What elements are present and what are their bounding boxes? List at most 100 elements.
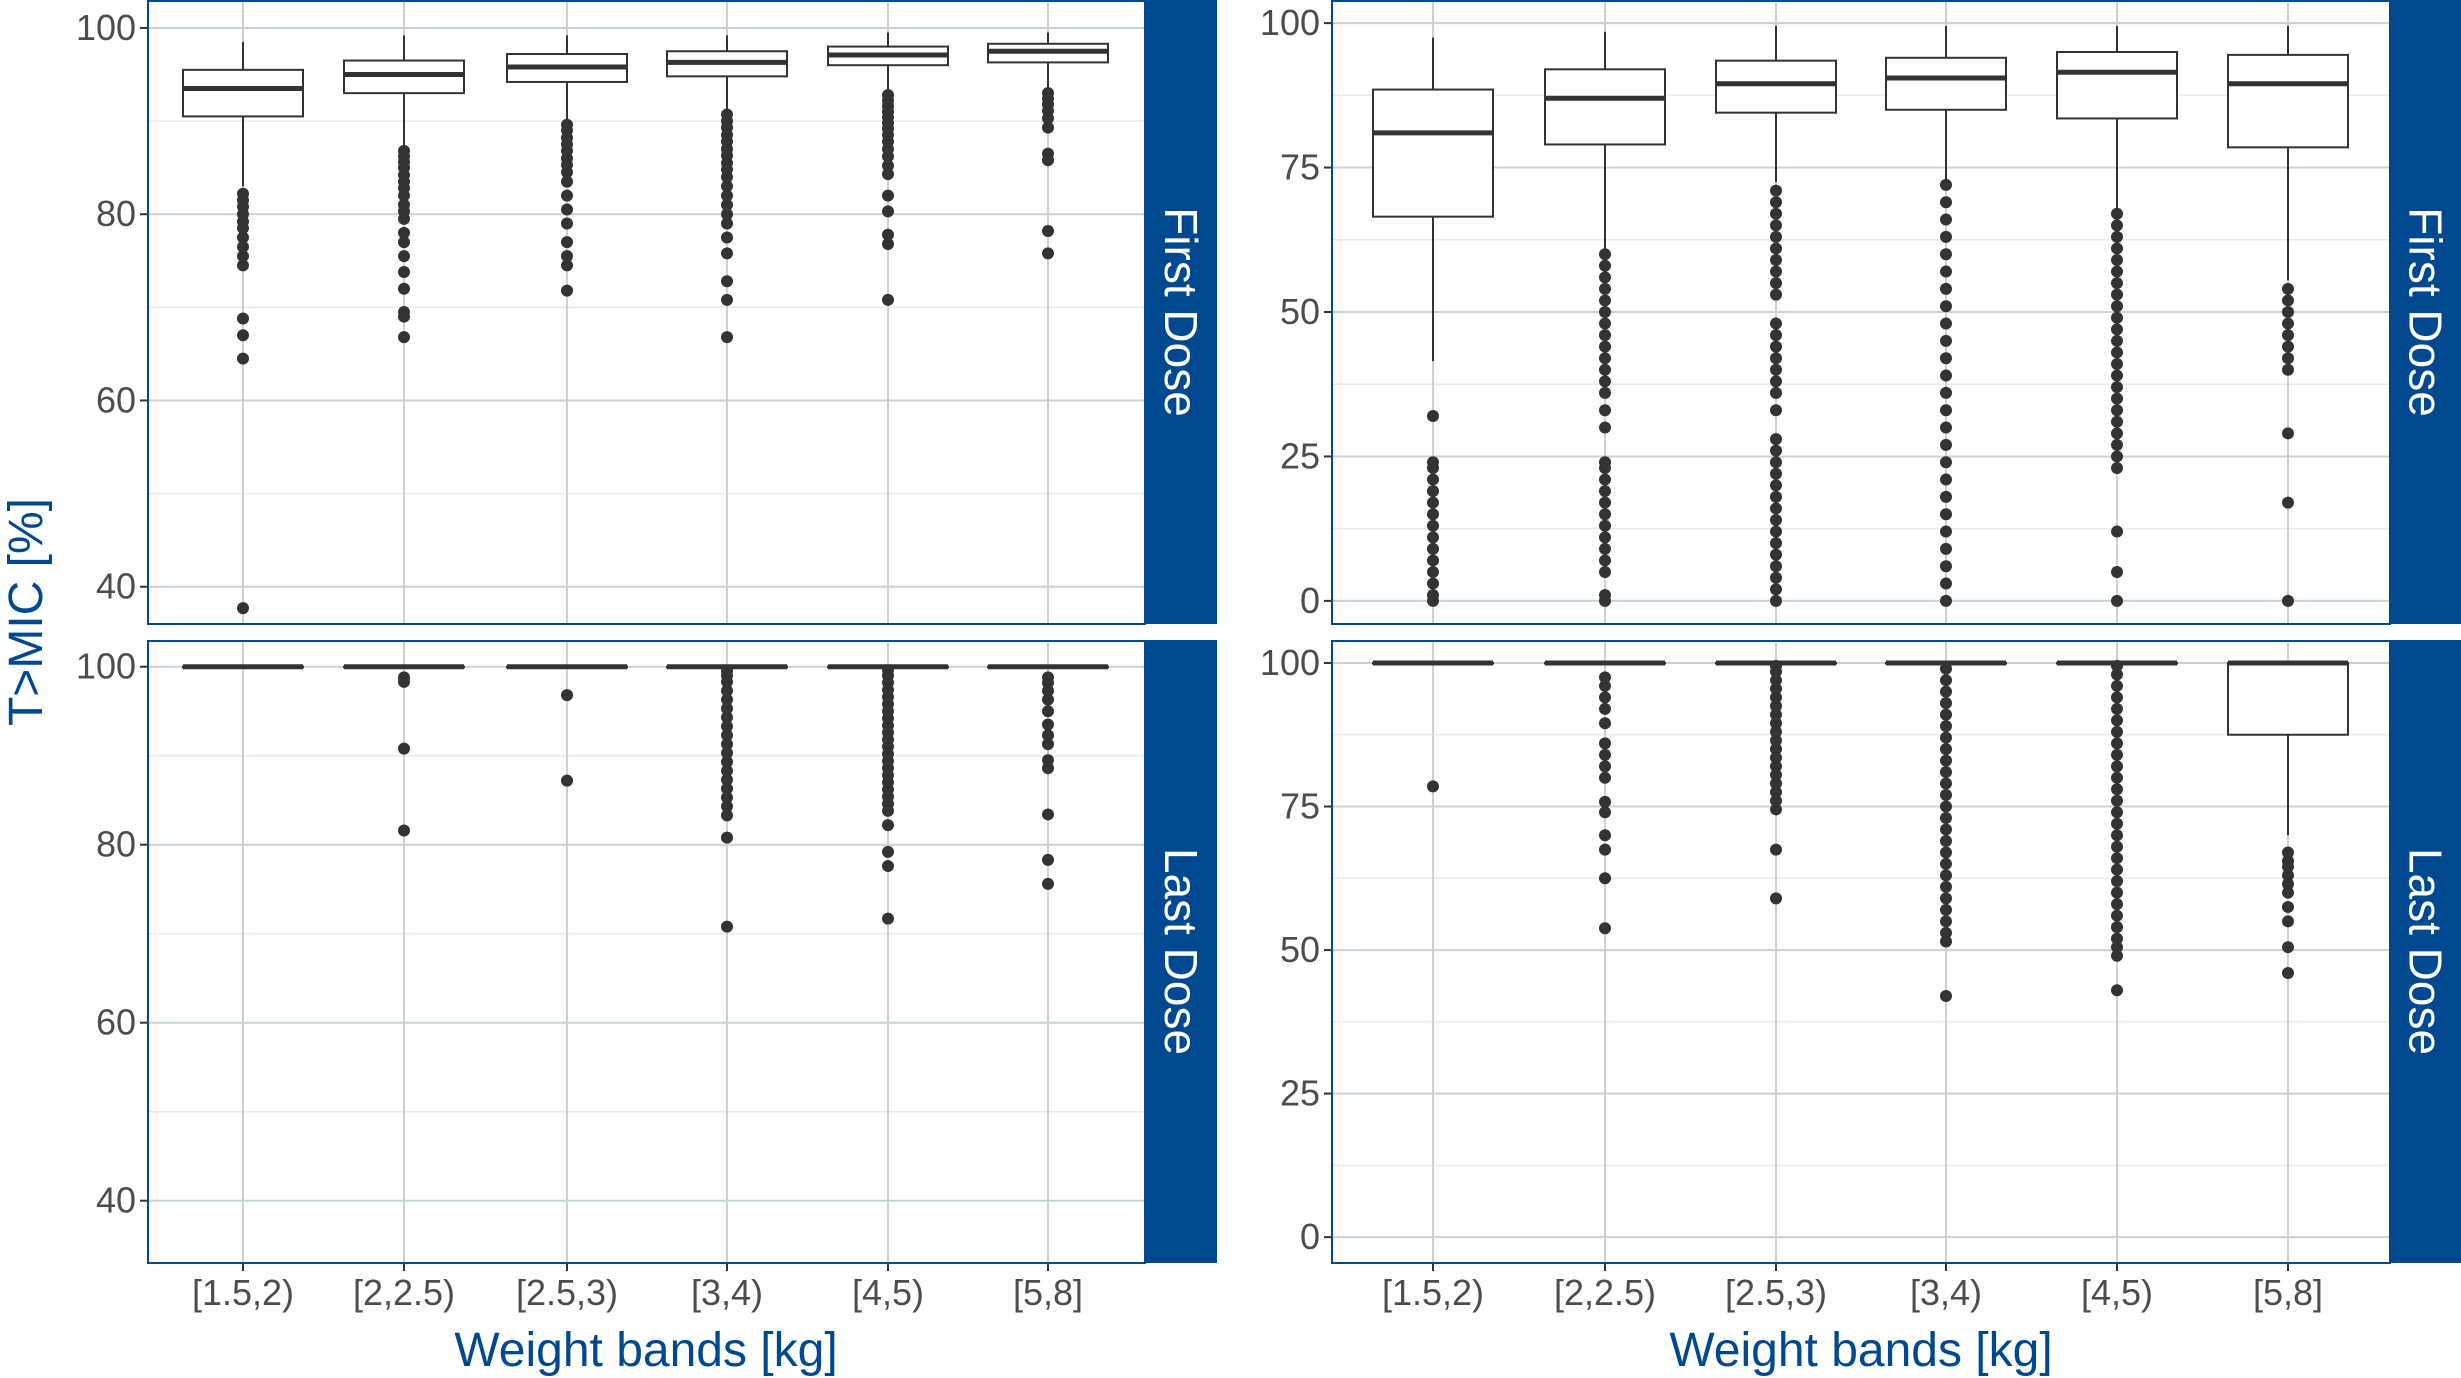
outlier-point	[1770, 700, 1782, 713]
outlier-point	[721, 665, 733, 678]
outlier-point	[1940, 857, 1952, 870]
outlier-point	[882, 159, 894, 172]
outlier-point	[2282, 329, 2294, 342]
outlier-point	[2111, 817, 2123, 830]
outlier-point	[1427, 508, 1439, 521]
outlier-point	[1940, 178, 1952, 191]
outlier-point	[882, 228, 894, 241]
facet-strip-label: Last Dose	[2400, 848, 2452, 1055]
y-tick-label: 100	[1260, 2, 1320, 43]
outlier-point	[2111, 898, 2123, 911]
x-axis-title: Weight bands [kg]	[454, 1324, 837, 1377]
box-[1.5,2)	[1372, 37, 1494, 607]
outlier-point	[1940, 834, 1952, 847]
outlier-point	[561, 189, 573, 202]
outlier-point	[1770, 777, 1782, 790]
outlier-point	[1940, 577, 1952, 590]
outlier-point	[1770, 196, 1782, 209]
facet-strip	[2390, 0, 2461, 624]
outlier-point	[1042, 729, 1054, 742]
outlier-point	[1599, 421, 1611, 434]
y-tick-label: 100	[76, 7, 136, 48]
outlier-point	[1427, 496, 1439, 509]
box-[4,5)	[2056, 26, 2178, 607]
outlier-point	[1599, 259, 1611, 272]
outlier-point	[1599, 340, 1611, 353]
iqr-box	[2227, 53, 2349, 149]
outlier-point	[2111, 207, 2123, 220]
iqr-box	[2056, 51, 2178, 120]
y-tick-label: 80	[96, 824, 136, 865]
outlier-point	[1042, 224, 1054, 237]
iqr-box	[1885, 56, 2007, 111]
outlier-point	[398, 226, 410, 239]
x-tick-label: [5,8]	[2253, 1272, 2323, 1313]
outlier-point	[1940, 525, 1952, 538]
outlier-point	[1042, 808, 1054, 821]
outlier-point	[1599, 352, 1611, 365]
box-[5,8]: [5,8]	[987, 664, 1109, 1313]
facet-panel-4: 0 25 50 75 100 [1.5,2) [2,2.5) [2.5,3) [3,4) [4,5…	[1260, 640, 2391, 1313]
x-tick-label: [2,2.5)	[1554, 1272, 1656, 1313]
outlier-point	[237, 329, 249, 342]
outlier-point	[2111, 230, 2123, 243]
outlier-point	[1770, 803, 1782, 816]
outlier-point	[2282, 427, 2294, 440]
facet-strip	[1145, 0, 1217, 624]
iqr-box	[2227, 661, 2349, 736]
outlier-point	[1770, 583, 1782, 596]
outlier-point	[1940, 697, 1952, 710]
iqr-box	[182, 68, 304, 118]
outlier-point	[398, 265, 410, 278]
outlier-point	[1770, 734, 1782, 747]
facet-panel-1: 40 60 80 100	[76, 0, 1146, 625]
box-[5,8]	[987, 32, 1109, 260]
outlier-point	[1940, 560, 1952, 573]
outlier-point	[2282, 340, 2294, 353]
outlier-point	[1427, 456, 1439, 469]
y-tick-label: 0	[1300, 1216, 1320, 1257]
box-[1.5,2): [1.5,2)	[182, 664, 304, 1313]
outlier-point	[1940, 915, 1952, 928]
facet-strip-label: Last Dose	[1155, 848, 1207, 1055]
outlier-point	[721, 693, 733, 706]
outlier-point	[721, 809, 733, 822]
outlier-point	[1770, 725, 1782, 738]
outlier-point	[1599, 843, 1611, 856]
outlier-point	[721, 831, 733, 844]
outlier-point	[1770, 794, 1782, 807]
outlier-point	[1770, 340, 1782, 353]
outlier-point	[398, 236, 410, 249]
outlier-point	[1599, 589, 1611, 602]
outlier-point	[1770, 219, 1782, 232]
outlier-point	[2111, 300, 2123, 313]
box-[3,4): [3,4)	[666, 664, 788, 1313]
outlier-point	[1599, 737, 1611, 750]
outlier-point	[1940, 386, 1952, 399]
outlier-point	[1770, 843, 1782, 856]
y-tick-label: 75	[1280, 786, 1320, 827]
outlier-point	[237, 312, 249, 325]
outlier-point	[2111, 427, 2123, 440]
outlier-point	[1770, 537, 1782, 550]
box-[3,4)	[666, 35, 788, 344]
outlier-point	[1940, 743, 1952, 756]
outlier-point	[1599, 771, 1611, 784]
outlier-point	[561, 175, 573, 188]
facet-strip	[2390, 640, 2461, 1263]
facet-strips: First Dose Last Dose First Dose Last Dose	[1145, 0, 2461, 1263]
outlier-point	[1599, 375, 1611, 388]
facet-strip	[1145, 640, 1217, 1263]
x-tick-label: [2,2.5)	[353, 1272, 455, 1313]
outlier-point	[1599, 829, 1611, 842]
outlier-point	[2282, 915, 2294, 928]
y-tick-label: 60	[96, 379, 136, 420]
outlier-point	[1940, 935, 1952, 948]
outlier-point	[2111, 334, 2123, 347]
outlier-point	[1042, 671, 1054, 684]
outlier-point	[398, 742, 410, 755]
outlier-point	[1940, 720, 1952, 733]
outlier-point	[721, 208, 733, 221]
outlier-point	[2111, 941, 2123, 954]
outlier-point	[2111, 921, 2123, 934]
